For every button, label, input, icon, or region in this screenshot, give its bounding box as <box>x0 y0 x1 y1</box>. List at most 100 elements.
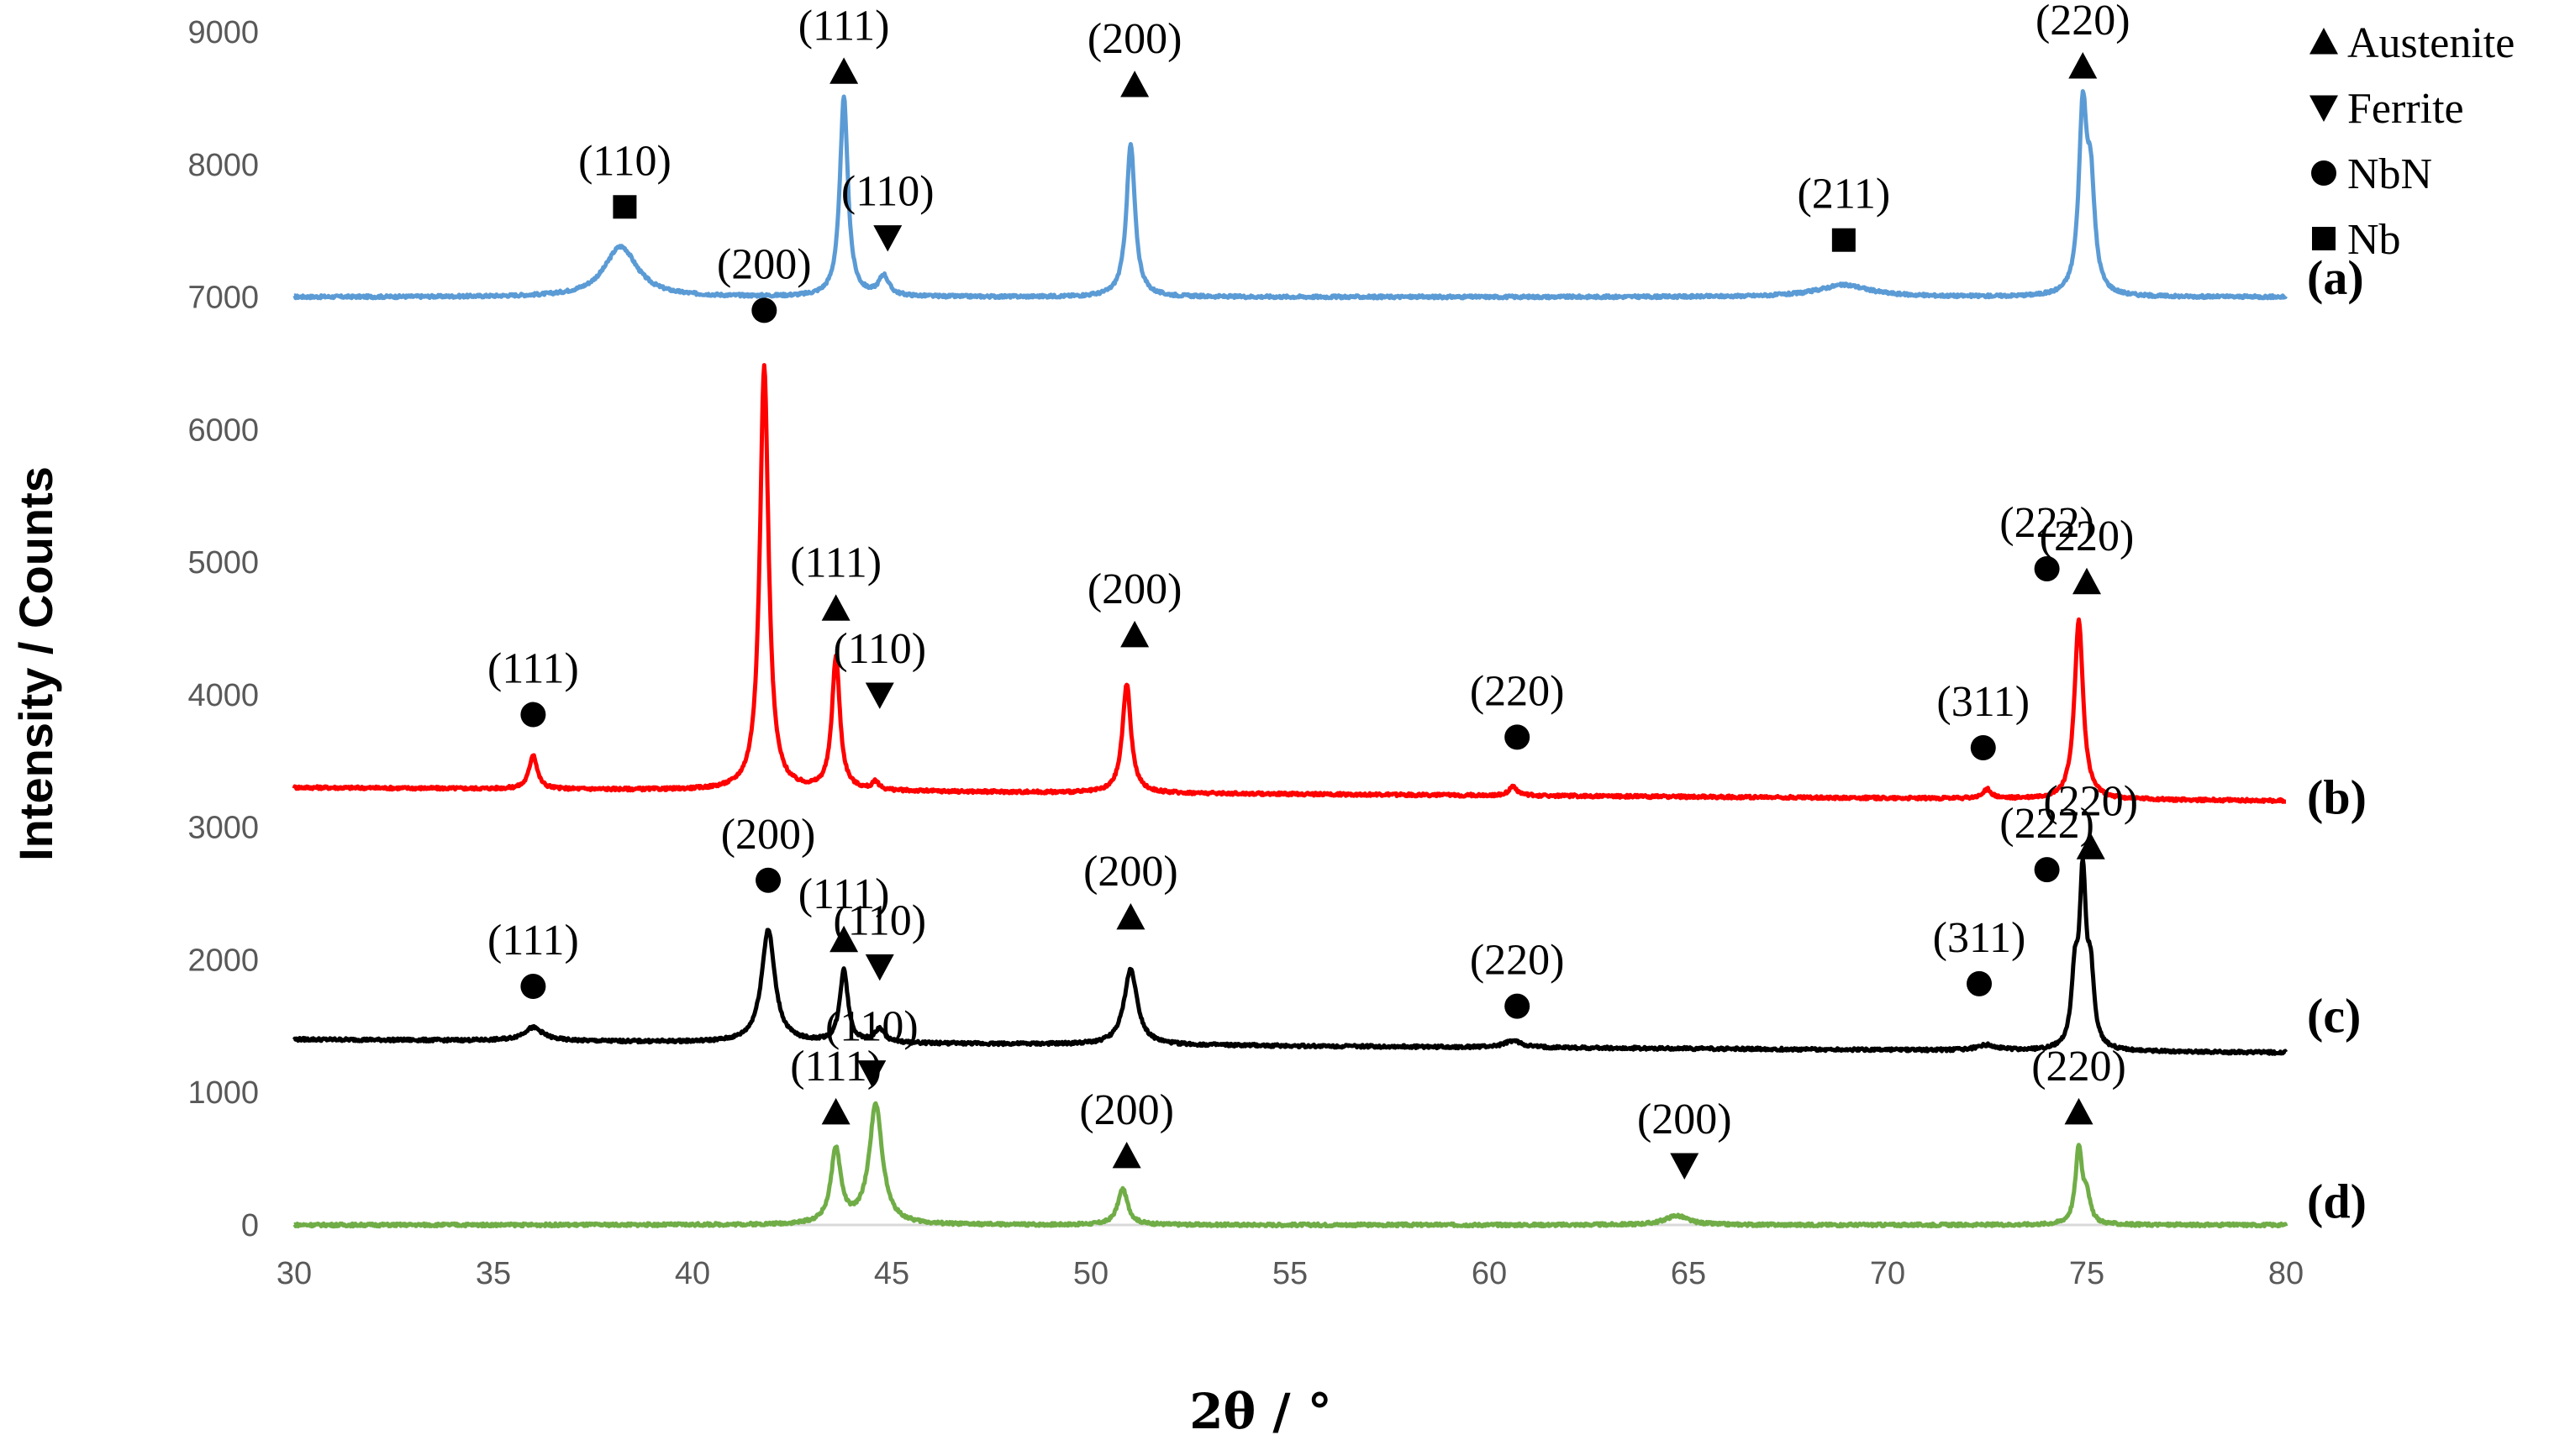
peak-label: (211) <box>1798 171 1891 218</box>
nbn-marker <box>2034 556 2060 581</box>
peak-label: (222) <box>1999 499 2094 547</box>
x-tick-label: 40 <box>675 1256 710 1291</box>
x-tick-label: 75 <box>2069 1256 2104 1291</box>
peak-label: (200) <box>1083 848 1178 896</box>
series-tag: (a) <box>2307 250 2364 305</box>
peak-label: (200) <box>717 240 812 288</box>
y-tick-label: 2000 <box>187 943 259 978</box>
nbn-marker <box>1970 735 1996 760</box>
x-tick-label: 55 <box>1272 1256 1308 1291</box>
austenite-marker <box>2076 833 2105 859</box>
y-axis-ticks: 0 1000 2000 3000 4000 5000 6000 7000 8000 9000 <box>187 15 259 1243</box>
peak-label: (110) <box>825 1003 919 1051</box>
peak-label: (200) <box>1637 1096 1732 1143</box>
peak-label: (111) <box>798 870 890 918</box>
ferrite-marker <box>865 682 894 709</box>
ferrite-marker <box>865 954 894 981</box>
legend-label: Austenite <box>2347 19 2515 67</box>
peak-label: (220) <box>2043 777 2138 825</box>
austenite-marker <box>2068 52 2098 79</box>
peak-label: (200) <box>1079 1086 1174 1134</box>
peak-label: (220) <box>2036 0 2130 45</box>
nbn-marker <box>751 297 777 323</box>
peak-label: (110) <box>841 168 935 216</box>
y-tick-label: 7000 <box>187 281 259 316</box>
legend-label: Ferrite <box>2347 85 2464 133</box>
nbn-marker <box>2311 160 2336 186</box>
legend: Austenite Ferrite NbN Nb <box>2309 19 2515 264</box>
austenite-marker <box>2064 1097 2093 1125</box>
y-tick-label: 1000 <box>187 1075 259 1111</box>
ferrite-marker <box>873 225 903 252</box>
y-tick-label: 6000 <box>187 413 259 448</box>
austenite-marker <box>2072 567 2101 595</box>
x-axis-label: 2θ / ° <box>1189 1383 1332 1440</box>
x-tick-label: 60 <box>1472 1256 1507 1291</box>
y-tick-label: 0 <box>241 1208 259 1243</box>
nbn-marker <box>756 867 782 893</box>
series-line-b <box>292 363 2288 804</box>
nb-marker <box>1831 228 1856 252</box>
nb-marker <box>613 195 637 219</box>
ferrite-marker <box>857 1060 887 1087</box>
peak-label: (222) <box>1999 800 2094 848</box>
peak-label: (200) <box>721 811 816 859</box>
nbn-marker <box>2034 857 2060 883</box>
x-tick-label: 35 <box>476 1256 511 1291</box>
austenite-marker <box>1120 71 1150 97</box>
legend-label: NbN <box>2347 150 2432 198</box>
austenite-marker <box>1112 1141 1141 1169</box>
nbn-marker <box>520 702 546 728</box>
y-axis-label: Intensity / Counts <box>9 466 62 861</box>
peak-label: (220) <box>1470 667 1565 715</box>
y-tick-label: 5000 <box>187 545 259 581</box>
x-tick-label: 70 <box>1870 1256 1905 1291</box>
y-tick-label: 9000 <box>187 15 259 50</box>
peak-label: (110) <box>833 896 926 944</box>
peak-label: (111) <box>487 645 579 693</box>
austenite-marker <box>829 925 859 953</box>
x-tick-label: 65 <box>1671 1256 1706 1291</box>
y-tick-label: 8000 <box>187 148 259 183</box>
series-line-a <box>292 89 2288 301</box>
ferrite-marker <box>1670 1153 1699 1180</box>
austenite-marker <box>821 594 851 621</box>
ferrite-marker <box>2309 95 2338 122</box>
austenite-marker <box>821 1097 851 1125</box>
series-line-d <box>292 1101 2288 1229</box>
nbn-marker <box>1967 970 1993 996</box>
austenite-marker <box>2309 28 2338 55</box>
peak-annotations: (110)(111)(110)(200)(211)(220)(111)(200)… <box>487 0 2138 1180</box>
peak-label: (220) <box>2040 512 2135 560</box>
series-tag: (c) <box>2307 989 2361 1043</box>
peak-label: (111) <box>798 2 890 50</box>
legend-label: Nb <box>2347 216 2401 264</box>
series-tags: (a) (b) (c) (d) <box>2307 250 2367 1229</box>
series-tag: (d) <box>2307 1175 2367 1229</box>
series-tag: (b) <box>2307 770 2367 824</box>
x-tick-label: 30 <box>276 1256 312 1291</box>
peak-label: (111) <box>790 539 882 586</box>
x-axis-ticks: 30 35 40 45 50 55 60 65 70 75 80 <box>276 1256 2304 1291</box>
peak-label: (220) <box>2031 1043 2126 1091</box>
nbn-marker <box>1504 993 1530 1019</box>
austenite-marker <box>829 57 859 84</box>
peak-label: (220) <box>1470 937 1565 985</box>
series-lines <box>292 89 2288 1229</box>
nbn-marker <box>520 974 546 999</box>
x-tick-label: 45 <box>874 1256 909 1291</box>
peak-label: (311) <box>1936 678 2030 726</box>
peak-label: (200) <box>1088 15 1182 63</box>
peak-label: (110) <box>578 137 671 185</box>
x-tick-label: 50 <box>1073 1256 1109 1291</box>
nb-marker <box>2312 227 2336 250</box>
austenite-marker <box>1116 902 1145 930</box>
austenite-marker <box>1120 620 1150 648</box>
series-line-c <box>292 856 2288 1056</box>
y-tick-label: 4000 <box>187 678 259 713</box>
peak-label: (111) <box>487 917 579 965</box>
peak-label: (200) <box>1088 565 1182 613</box>
nbn-marker <box>1504 724 1530 750</box>
peak-label: (311) <box>1933 914 2026 962</box>
